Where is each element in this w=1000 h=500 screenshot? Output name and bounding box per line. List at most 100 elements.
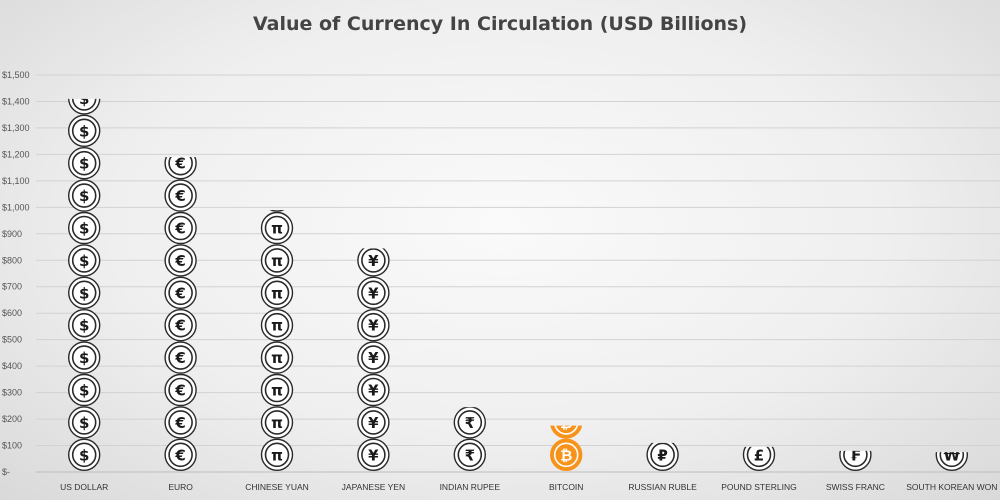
svg-text:¥: ¥ [368, 317, 379, 335]
svg-text:₩: ₩ [944, 446, 961, 464]
y-tick-label: $500 [2, 335, 22, 345]
y-tick-label: $100 [2, 441, 22, 451]
svg-text:₹: ₹ [465, 446, 475, 464]
svg-text:π: π [271, 349, 283, 367]
svg-text:$: $ [79, 155, 89, 173]
yen-coin-icon: ¥ [357, 248, 390, 277]
pound-coin-icon: £ [742, 446, 776, 471]
ruble-coin-icon: ₽ [646, 442, 679, 471]
svg-text:€: € [174, 446, 185, 464]
euro-coin-icon: € [164, 244, 197, 277]
bitcoin-coin-icon: ₿ [550, 438, 583, 471]
svg-text:$: $ [79, 220, 89, 238]
euro-coin-icon: € [164, 406, 197, 439]
dollar-coin-icon: $ [67, 211, 101, 245]
yuan-coin-icon: π [269, 209, 285, 212]
svg-text:€: € [174, 220, 185, 238]
euro-coin-icon: € [164, 373, 197, 407]
svg-text:€: € [174, 284, 185, 302]
y-tick-label: $300 [2, 388, 22, 398]
won-coin-icon: ₩ [935, 446, 968, 471]
bar-euro: € € € € € € € € € € [164, 155, 197, 471]
yuan-coin-icon: π [260, 438, 294, 471]
y-tick-label: $700 [2, 282, 22, 292]
y-tick-label: $1,400 [2, 96, 30, 106]
yuan-coin-icon: π [260, 276, 294, 309]
svg-text:€: € [174, 414, 185, 432]
dollar-coin-icon: $ [67, 114, 101, 148]
svg-text:€: € [174, 382, 185, 400]
svg-text:$: $ [79, 187, 89, 205]
svg-text:€: € [174, 252, 185, 270]
coin-bars: $$$$$$$$$$$$€€€€€€€€€€πππππππππ¥¥¥¥¥¥¥₹₹… [67, 90, 968, 471]
yen-coin-icon: ¥ [357, 309, 390, 342]
svg-text:$: $ [79, 414, 89, 432]
y-tick-label: $1,500 [2, 70, 30, 80]
rupee-coin-icon: ₹ [454, 375, 485, 406]
x-axis-ticks: US DOLLAR EURO CHINESE YUAN JAPANESE YEN IND… [60, 482, 997, 492]
svg-text:π: π [271, 317, 283, 335]
y-tick-label: $600 [2, 308, 22, 318]
svg-text:$: $ [79, 317, 89, 335]
y-axis-ticks: $- $100 $200 $300 $400 $500 $600 $700 $800 $900 $1… [2, 70, 30, 477]
x-tick-label: INDIAN RUPEE [440, 482, 501, 492]
svg-text:€: € [174, 155, 185, 173]
yuan-coin-icon: π [260, 211, 294, 245]
yen-coin-icon: ¥ [357, 341, 390, 374]
bar-russian-ruble: ₽ [646, 442, 679, 471]
yen-coin-icon: ¥ [357, 438, 390, 471]
svg-text:₹: ₹ [465, 414, 475, 432]
bar-pound-sterling: £ [742, 446, 776, 471]
euro-coin-icon: € [164, 155, 197, 180]
svg-text:€: € [174, 187, 185, 205]
x-tick-label: SWISS FRANC [826, 482, 885, 492]
x-tick-label: BITCOIN [549, 482, 583, 492]
yen-coin-icon: ¥ [357, 373, 390, 407]
y-tick-label: $1,300 [2, 123, 30, 133]
dollar-coin-icon: $ [67, 341, 101, 374]
svg-text:¥: ¥ [368, 252, 379, 270]
yen-coin-icon: ¥ [357, 406, 390, 439]
euro-coin-icon: € [164, 211, 197, 245]
bar-indian-rupee: ₹ ₹ ₹ [453, 375, 486, 471]
svg-text:¥: ¥ [368, 414, 379, 432]
svg-text:$: $ [79, 122, 89, 140]
yuan-coin-icon: π [260, 406, 294, 439]
euro-coin-icon: € [164, 309, 197, 342]
dollar-coin-icon: $ [67, 276, 101, 309]
bar-japanese-yen: ¥ ¥ ¥ ¥ ¥ ¥ ¥ [357, 248, 390, 471]
y-tick-label: $1,200 [2, 149, 30, 159]
svg-text:¥: ¥ [368, 284, 379, 302]
dollar-coin-icon: $ [67, 438, 101, 471]
x-tick-label: EURO [168, 482, 193, 492]
x-tick-label: RUSSIAN RUBLE [628, 482, 697, 492]
y-tick-label: $1,000 [2, 202, 30, 212]
yen-coin-icon: ¥ [357, 276, 390, 309]
svg-text:₣: ₣ [850, 446, 860, 464]
svg-text:$: $ [79, 90, 89, 108]
svg-text:π: π [271, 252, 283, 270]
y-tick-label: $- [2, 467, 10, 477]
dollar-coin-icon: $ [67, 146, 101, 180]
yuan-coin-icon: π [260, 244, 294, 277]
yuan-coin-icon: π [260, 373, 294, 407]
y-tick-label: $900 [2, 229, 22, 239]
svg-text:¥: ¥ [368, 349, 379, 367]
y-tick-label: $1,100 [2, 176, 30, 186]
x-tick-label: US DOLLAR [60, 482, 108, 492]
x-tick-label: CHINESE YUAN [245, 482, 309, 492]
x-tick-label: SOUTH KOREAN WON [906, 482, 997, 492]
euro-coin-icon: € [164, 438, 197, 471]
svg-text:$: $ [79, 382, 89, 400]
svg-text:₿: ₿ [560, 414, 572, 432]
dollar-coin-icon: $ [67, 406, 101, 439]
franc-coin-icon: ₣ [839, 446, 872, 471]
euro-coin-icon: € [164, 341, 197, 374]
svg-text:π: π [271, 284, 283, 302]
dollar-coin-icon: $ [67, 244, 101, 277]
gridlines [36, 74, 1000, 447]
svg-text:£: £ [754, 446, 764, 464]
svg-text:¥: ¥ [368, 382, 379, 400]
